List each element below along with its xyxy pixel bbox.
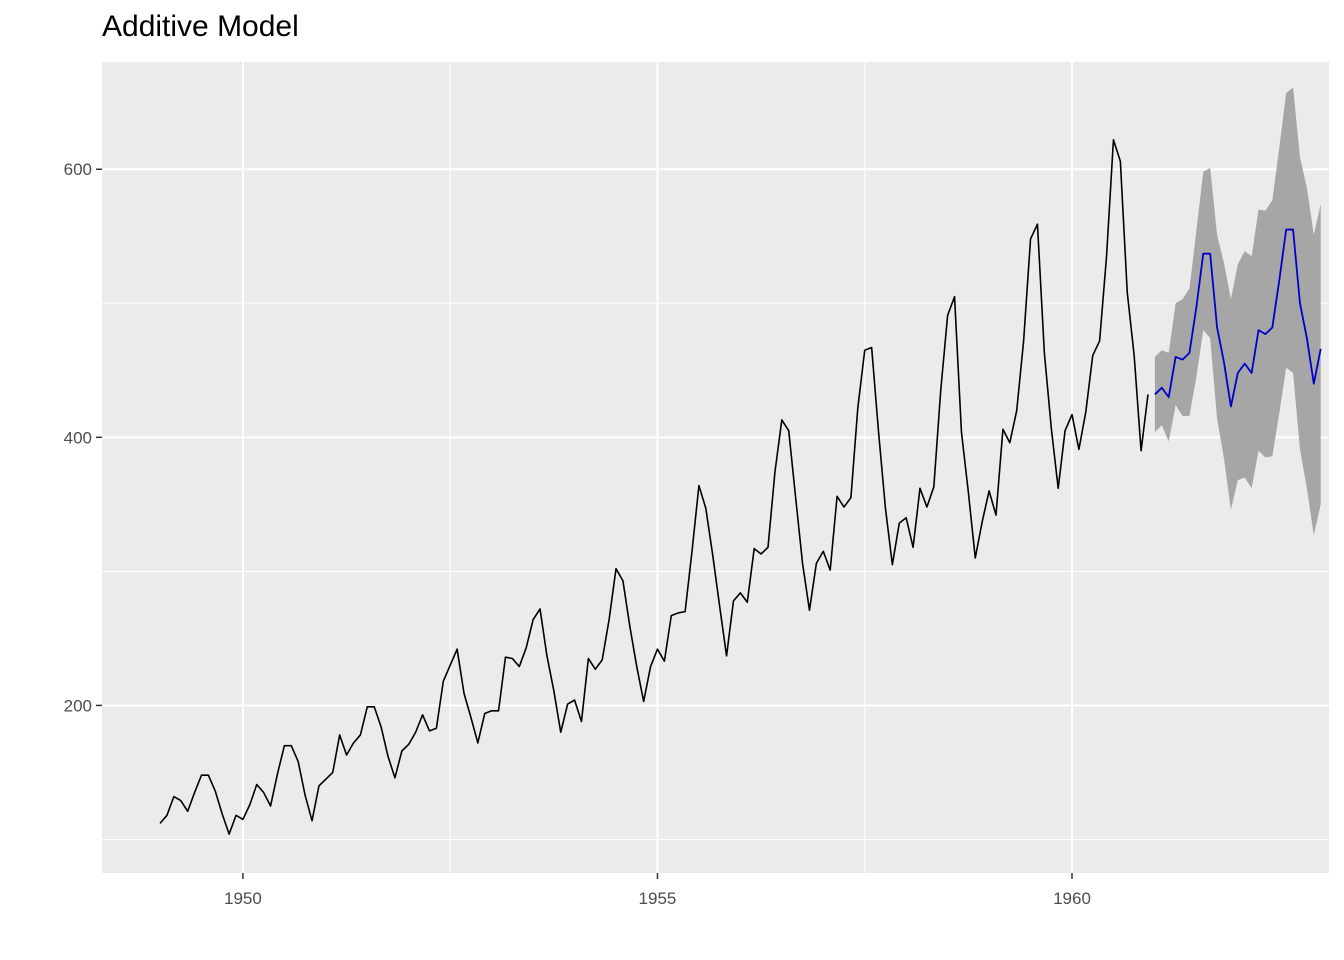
chart-title: Additive Model	[102, 10, 299, 43]
plot-panel	[102, 62, 1329, 873]
y-axis: 200 400 600	[64, 160, 102, 715]
x-tick-label: 1955	[639, 889, 677, 908]
x-axis: 1950 1955 1960	[224, 873, 1091, 908]
x-tick-label: 1960	[1053, 889, 1091, 908]
y-tick-label: 600	[64, 160, 92, 179]
y-tick-label: 400	[64, 428, 92, 447]
x-tick-label: 1950	[224, 889, 262, 908]
forecast-interval-band	[1154, 87, 1321, 536]
forecast-series-line	[1154, 228, 1322, 408]
major-grid	[102, 62, 1329, 873]
observed-series-line	[159, 138, 1149, 835]
y-tick-label: 200	[64, 696, 92, 715]
